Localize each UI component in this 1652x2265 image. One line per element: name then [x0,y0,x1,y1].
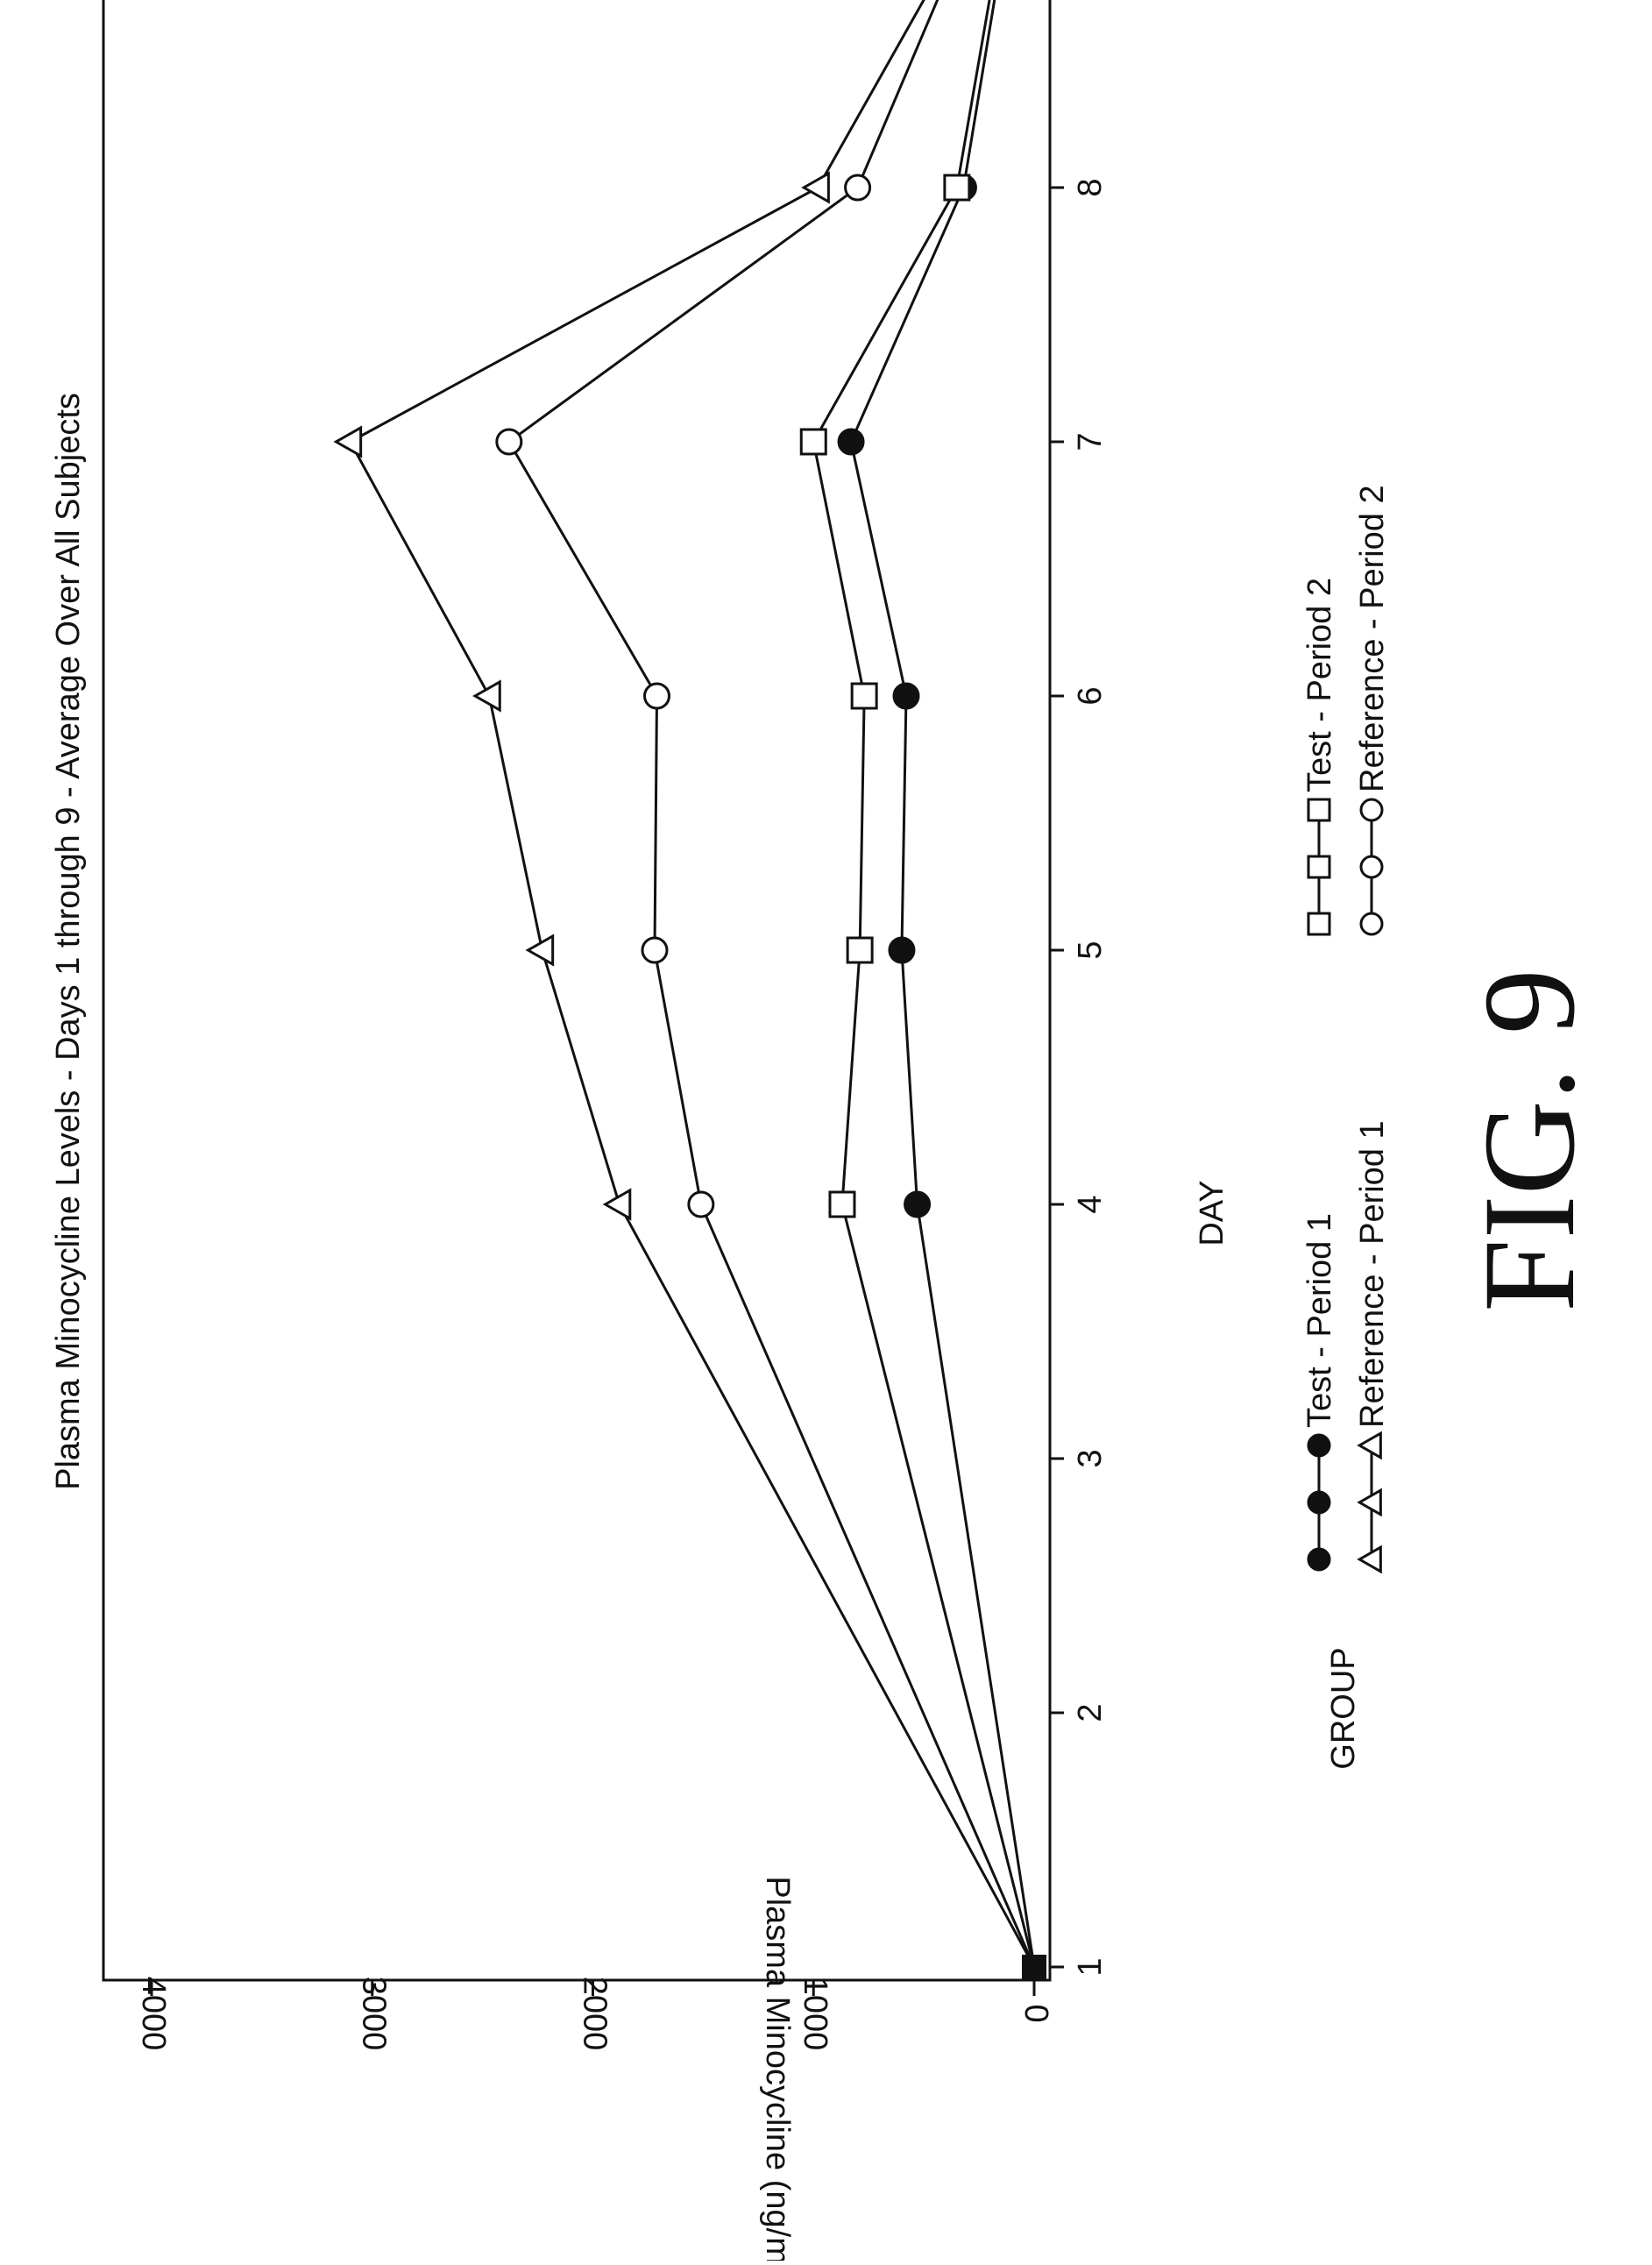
legend-label: Test - Period 1 [1301,1213,1338,1428]
data-point [642,938,667,962]
legend-item: Test - Period 1 [1301,1213,1338,1570]
x-tick-label: 8 [1072,178,1109,196]
legend-marker [1361,799,1382,820]
x-axis: 123456789 [1050,0,1109,1977]
data-point [839,430,863,454]
series-3 [497,0,1034,1967]
data-point [497,430,521,454]
y-tick-label: 2000 [576,1977,613,2051]
data-point [894,684,918,708]
legend-marker [1308,856,1329,877]
legend-marker [1361,913,1382,934]
series-line [351,0,1034,1967]
legend-marker [1359,1547,1380,1572]
data-point [830,1192,854,1217]
x-tick-label: 1 [1072,1957,1109,1976]
series-line [509,0,1034,1967]
x-tick-label: 2 [1072,1703,1109,1722]
y-tick-label: 3000 [356,1977,393,2051]
legend-marker [1361,856,1382,877]
plot-area [103,0,1050,1980]
legend-marker [1359,1433,1380,1458]
chart-title: Plasma Minocycline Levels - Days 1 throu… [50,393,87,1490]
y-tick-label: 4000 [135,1977,172,2051]
data-point [890,938,914,962]
data-point [945,175,969,200]
legend-label: Reference - Period 1 [1354,1120,1391,1428]
legend-item: Reference - Period 1 [1354,1120,1391,1571]
legend-marker [1308,1492,1329,1513]
series-2 [801,0,1034,1967]
data-point [847,938,872,962]
data-point [905,1192,930,1217]
legend-label: Test - Period 2 [1301,578,1338,792]
y-axis-label: Plasma Minocycline (ng/mL) [759,1876,796,2261]
legend-item: Test - Period 2 [1301,578,1338,934]
x-tick-label: 5 [1072,941,1109,959]
series-line [813,0,1034,1967]
data-point [475,682,500,710]
y-axis: 0 1000 2000 3000 4000 [135,1977,1054,2051]
legend-marker [1359,1490,1380,1515]
series-1 [336,0,1034,1967]
legend-marker [1308,799,1329,820]
data-point [336,428,360,456]
legend-item: Reference - Period 2 [1354,485,1391,934]
series-line [851,0,1034,1967]
data-point [689,1192,713,1217]
series-layer [336,0,1046,1978]
x-tick-label: 4 [1072,1195,1109,1213]
legend-label: Reference - Period 2 [1354,485,1391,792]
x-axis-label: DAY [1194,1180,1230,1246]
legend-title: GROUP [1325,1647,1362,1769]
data-point [645,684,670,708]
x-tick-label: 7 [1072,432,1109,451]
data-point [804,174,828,202]
data-point-day1 [1023,1956,1046,1978]
figure-label: FIG. 9 [1457,969,1602,1312]
y-tick-label: 1000 [797,1977,833,2051]
legend: Test - Period 1 Reference - Period 1 Test … [1301,485,1391,1571]
x-tick-label: 3 [1072,1449,1109,1467]
data-point [801,430,826,454]
y-tick-label: 0 [1017,2004,1054,2022]
legend-marker [1308,1435,1329,1456]
series-0 [839,0,1034,1967]
legend-marker [1308,913,1329,934]
legend-marker [1308,1549,1329,1570]
x-tick-label: 6 [1072,686,1109,705]
data-point [846,175,870,200]
data-point [852,684,876,708]
